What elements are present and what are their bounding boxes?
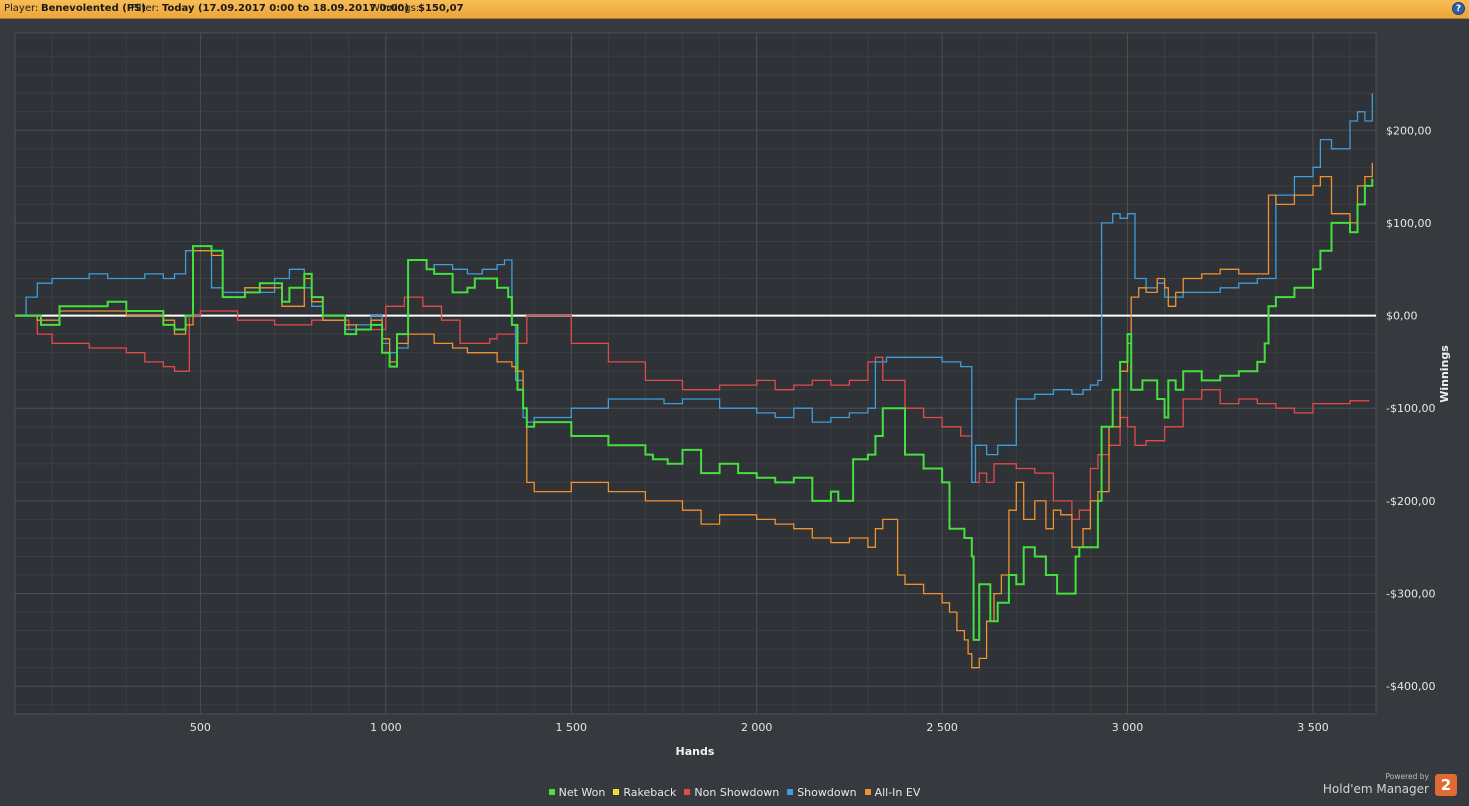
y-tick-label: -$200,00 (1386, 495, 1435, 508)
series-line-showdown (15, 93, 1373, 484)
x-tick-label: 1 500 (556, 721, 588, 734)
x-tick-label: 2 500 (926, 721, 958, 734)
x-tick-label: 3 500 (1297, 721, 1329, 734)
legend-swatch (613, 789, 620, 795)
legend-swatch (787, 789, 794, 795)
legend-swatch (864, 789, 871, 795)
y-axis-title: Winnings (1438, 345, 1451, 403)
help-button[interactable]: ? (1452, 2, 1465, 15)
series-line-net-won (15, 178, 1374, 641)
powered-by-text: Powered by (1385, 772, 1429, 781)
legend-item-showdown[interactable]: Showdown (787, 786, 857, 799)
legend-swatch (684, 789, 691, 795)
x-tick-label: 2 000 (741, 721, 773, 734)
y-tick-label: -$400,00 (1386, 680, 1435, 693)
player-value: Benevolented (PS) (41, 3, 146, 14)
x-axis-title: Hands (676, 745, 715, 758)
plot-area (14, 32, 1377, 715)
legend-label: Showdown (797, 786, 857, 799)
legend-label: Net Won (558, 786, 606, 799)
legend-item-net-won[interactable]: Net Won (548, 786, 606, 799)
legend-item-non-showdown[interactable]: Non Showdown (684, 786, 779, 799)
legend-label: Non Showdown (694, 786, 780, 799)
series-layer (15, 93, 1376, 669)
filter-label: Filter: (131, 3, 159, 14)
axes-layer: 500 1 000 1 500 2 000 2 500 3 000 3 500 $200,00… (190, 124, 1436, 734)
y-tick-label: -$300,00 (1386, 588, 1435, 601)
winnings-label: Winnings: (370, 3, 420, 14)
y-tick-label: $100,00 (1386, 217, 1432, 230)
legend-item-all-in-ev[interactable]: All-In EV (864, 786, 921, 799)
y-tick-label: $0,00 (1386, 310, 1418, 323)
branding: Powered by Hold'em Manager 2 (1317, 772, 1457, 800)
grid (15, 33, 1376, 714)
brand-logo-icon: 2 (1435, 774, 1457, 796)
title-bar: Player: Benevolented (PS) Filter: Today … (0, 0, 1469, 19)
y-tick-label: -$100,00 (1386, 402, 1435, 415)
y-tick-label: $200,00 (1386, 124, 1432, 137)
winnings-graph: 500 1 000 1 500 2 000 2 500 3 000 3 500 $200,00… (14, 32, 1451, 758)
legend-swatch (548, 789, 555, 795)
x-tick-label: 3 000 (1112, 721, 1144, 734)
legend-label: All-In EV (874, 786, 921, 799)
filter-value: Today (17.09.2017 0:00 to 18.09.2017 0:0… (162, 3, 409, 14)
series-line-non-showdown (15, 296, 1370, 521)
legend-label: Rakeback (623, 786, 677, 799)
winnings-value: $150,07 (418, 3, 464, 14)
x-tick-label: 1 000 (370, 721, 402, 734)
player-label: Player: (4, 3, 39, 14)
x-tick-label: 500 (190, 721, 211, 734)
series-line-all-in-ev (15, 162, 1373, 669)
brand-name: Hold'em Manager (1322, 782, 1429, 796)
legend: Net Won Rakeback Non Showdown Showdown All-I… (0, 786, 1469, 802)
legend-item-rakeback[interactable]: Rakeback (613, 786, 676, 799)
